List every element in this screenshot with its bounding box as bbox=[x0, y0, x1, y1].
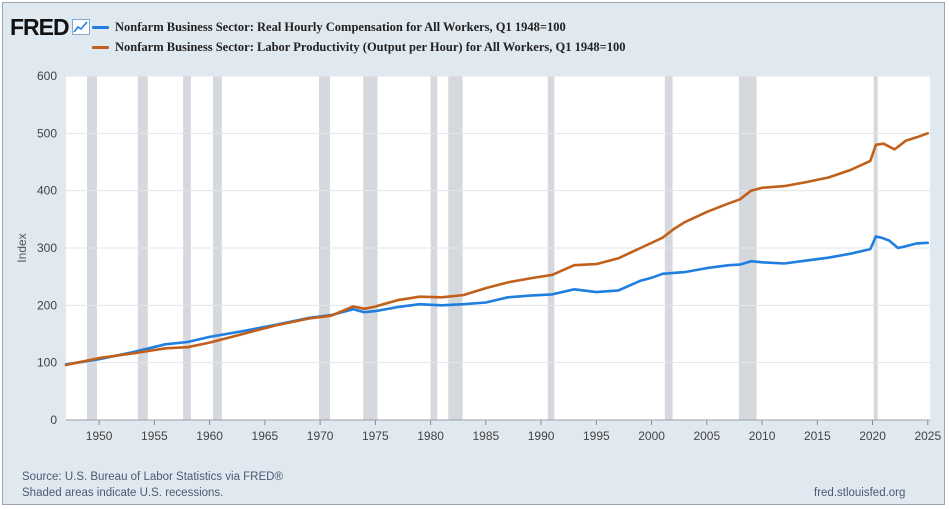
series-lines bbox=[64, 132, 930, 367]
logo-text: FRED bbox=[10, 14, 70, 40]
y-tick-label-200: 200 bbox=[37, 298, 57, 312]
y-tick-labels: 0 100 200 300 400 500 600 bbox=[37, 69, 57, 427]
site-link[interactable]: fred.stlouisfed.org bbox=[814, 487, 906, 499]
legend-item-compensation[interactable]: Nonfarm Business Sector: Real Hourly Com… bbox=[92, 20, 566, 34]
x-tick-label-2015: 2015 bbox=[804, 429, 831, 443]
y-tick-label-300: 300 bbox=[37, 241, 57, 255]
y-tick-label-100: 100 bbox=[37, 356, 57, 370]
legend-item-productivity[interactable]: Nonfarm Business Sector: Labor Productiv… bbox=[92, 40, 625, 54]
x-tick-labels: 1950 1955 1960 1965 1970 1975 1980 1985 1990 1995… bbox=[66, 419, 941, 443]
x-tick-label-1990: 1990 bbox=[528, 429, 555, 443]
x-tick-label-2010: 2010 bbox=[749, 429, 776, 443]
x-tick-label-1965: 1965 bbox=[252, 429, 279, 443]
x-tick-label-2005: 2005 bbox=[693, 429, 720, 443]
fred-logo[interactable]: FRED bbox=[10, 14, 90, 41]
x-tick-label-1955: 1955 bbox=[141, 429, 168, 443]
x-tick-label-1985: 1985 bbox=[472, 429, 499, 443]
legend-label-compensation: Nonfarm Business Sector: Real Hourly Com… bbox=[115, 19, 566, 34]
x-tick-label-1960: 1960 bbox=[196, 429, 223, 443]
x-tick-label-2025: 2025 bbox=[914, 429, 941, 443]
series-line-compensation[interactable] bbox=[64, 235, 930, 366]
x-tick-label-1980: 1980 bbox=[417, 429, 444, 443]
series-line-productivity[interactable] bbox=[64, 132, 930, 367]
y-tick-label-400: 400 bbox=[37, 184, 57, 198]
chart-line-icon bbox=[71, 14, 90, 41]
legend-label-productivity: Nonfarm Business Sector: Labor Productiv… bbox=[115, 39, 626, 54]
x-tick-label-2000: 2000 bbox=[638, 429, 665, 443]
y-tick-label-0: 0 bbox=[50, 413, 57, 427]
x-tick-label-1950: 1950 bbox=[86, 429, 113, 443]
y-axis-label: Index bbox=[15, 233, 29, 262]
x-tick-label-1975: 1975 bbox=[362, 429, 389, 443]
x-tick-label-2020: 2020 bbox=[859, 429, 886, 443]
legend-swatch-productivity bbox=[92, 45, 109, 49]
x-tick-label-1970: 1970 bbox=[307, 429, 334, 443]
legend-swatch-compensation bbox=[92, 25, 109, 29]
y-tick-label-500: 500 bbox=[37, 126, 57, 140]
recession-note: Shaded areas indicate U.S. recessions. bbox=[22, 487, 224, 499]
y-tick-label-600: 600 bbox=[37, 69, 57, 83]
source-note: Source: U.S. Bureau of Labor Statistics … bbox=[22, 471, 283, 483]
x-tick-label-1995: 1995 bbox=[583, 429, 610, 443]
